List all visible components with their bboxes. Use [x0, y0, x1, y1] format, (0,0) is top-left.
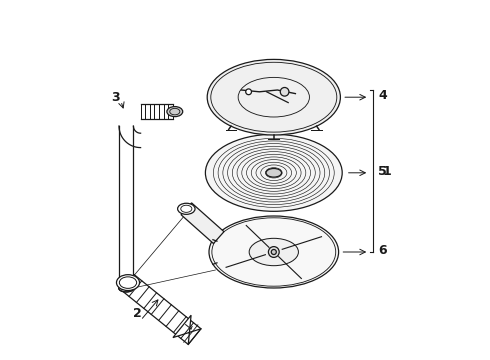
Ellipse shape: [119, 284, 134, 292]
Circle shape: [245, 89, 251, 95]
Text: 1: 1: [383, 165, 392, 177]
Text: 2: 2: [133, 307, 142, 320]
Polygon shape: [173, 315, 201, 345]
Text: 4: 4: [378, 89, 387, 102]
Ellipse shape: [266, 168, 282, 177]
Ellipse shape: [209, 216, 339, 288]
Text: 3: 3: [111, 91, 120, 104]
Ellipse shape: [207, 59, 341, 135]
Ellipse shape: [177, 203, 195, 214]
Circle shape: [269, 247, 279, 257]
Circle shape: [271, 249, 276, 255]
Polygon shape: [181, 203, 224, 243]
Circle shape: [280, 87, 289, 96]
Ellipse shape: [205, 134, 342, 211]
Ellipse shape: [167, 107, 183, 117]
Text: 5: 5: [378, 165, 387, 177]
Ellipse shape: [249, 238, 298, 266]
Ellipse shape: [117, 275, 140, 291]
Text: 6: 6: [378, 244, 387, 257]
